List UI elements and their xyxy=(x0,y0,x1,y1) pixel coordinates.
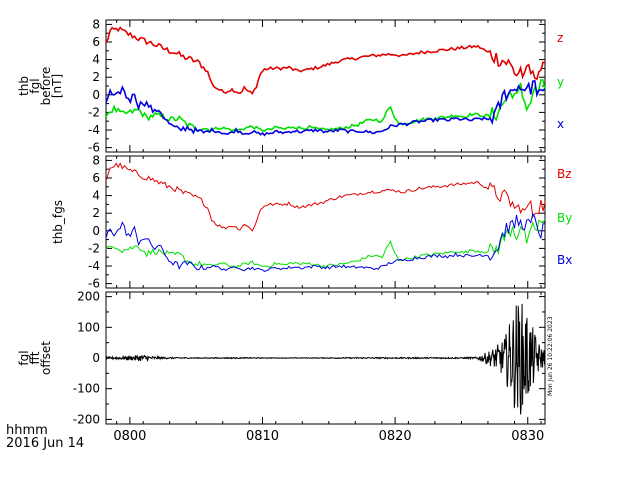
timestamp: Mon Jun 26 10:22:06 2023 xyxy=(547,316,554,396)
series-line-y xyxy=(105,79,546,133)
y-tick-label: 8 xyxy=(92,17,100,31)
y-tick-label: 8 xyxy=(92,153,100,167)
x-tick-label: 0830 xyxy=(511,429,544,444)
x-tick-label: 0820 xyxy=(379,429,412,444)
y-tick-label: -6 xyxy=(88,141,100,155)
y-axis-label: [nT] xyxy=(50,74,64,98)
y-axis-label: thb_fgs xyxy=(51,200,65,244)
series-line-Bx xyxy=(105,212,546,273)
x-axis-label: hhmm 2016 Jun 14 xyxy=(6,424,84,450)
y-tick-label: 2 xyxy=(92,206,100,220)
y-axis-label: thb xyxy=(17,76,31,96)
y-tick-label: 200 xyxy=(77,290,100,304)
y-tick-label: 6 xyxy=(92,171,100,185)
y-axis-label: fft xyxy=(28,351,42,364)
y-tick-label: 0 xyxy=(92,224,100,238)
y-tick-label: -4 xyxy=(88,123,100,137)
y-tick-label: 6 xyxy=(92,35,100,49)
y-tick-label: 4 xyxy=(92,189,100,203)
y-tick-label: 2 xyxy=(92,70,100,84)
series-line-x xyxy=(105,79,546,137)
y-axis-label: fgl xyxy=(17,350,31,365)
x-tick-label: 0800 xyxy=(113,429,146,444)
panel-2: -6 -4 -2 0 2 4 6 8 thb_fgs Bz By Bx xyxy=(51,153,572,290)
legend-x: x xyxy=(557,117,564,131)
legend-Bz: Bz xyxy=(557,167,572,181)
y-tick-label: -2 xyxy=(88,105,100,119)
y-axis-label: fgl xyxy=(28,78,42,93)
legend-Bx: Bx xyxy=(557,253,572,267)
y-axis-label: before xyxy=(39,67,53,106)
y-tick-label: 0 xyxy=(92,351,100,365)
y-tick-label: 100 xyxy=(77,320,100,334)
y-tick-label: -100 xyxy=(73,382,100,396)
series-line-offset xyxy=(105,303,545,415)
series-line-By xyxy=(105,219,546,270)
y-tick-label: 4 xyxy=(92,53,100,67)
series-line-Bz xyxy=(105,162,546,232)
y-tick-label: -2 xyxy=(88,241,100,255)
y-tick-label: 0 xyxy=(92,88,100,102)
series-line-z xyxy=(105,26,546,95)
legend-z: z xyxy=(557,31,563,45)
legend-By: By xyxy=(557,211,572,225)
x-axis-date: 2016 Jun 14 xyxy=(6,436,85,451)
y-axis-label: offset xyxy=(39,341,53,375)
legend-y: y xyxy=(557,75,564,89)
y-tick-label: -6 xyxy=(88,277,100,291)
x-axis-unit: hhmm xyxy=(6,423,48,438)
x-tick-label: 0810 xyxy=(246,429,279,444)
y-tick-label: -200 xyxy=(73,412,100,426)
y-tick-label: -4 xyxy=(88,259,100,273)
